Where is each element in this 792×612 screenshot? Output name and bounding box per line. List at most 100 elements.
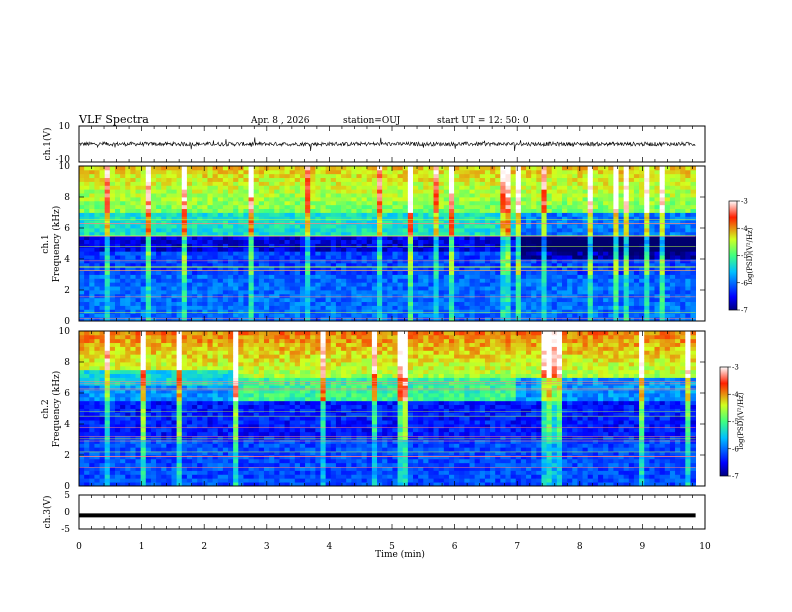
spectrogram-cell — [310, 166, 316, 171]
spectrogram-cell — [366, 200, 373, 206]
spectrogram-cell — [392, 243, 398, 248]
spectrogram-cell — [582, 224, 589, 229]
spectrogram-cell — [443, 293, 450, 299]
spectrogram-cell — [238, 266, 244, 272]
spectrogram-cell — [490, 181, 496, 186]
spectrogram-cell — [356, 251, 363, 256]
spectrogram-cell — [618, 166, 625, 171]
spectrogram-cell — [197, 266, 203, 272]
spectrogram-cell — [572, 169, 578, 175]
spectrogram-cell — [248, 185, 255, 190]
spectrogram-cell — [669, 274, 676, 279]
spectrogram-cell — [423, 266, 429, 272]
spectrogram-cell — [253, 181, 260, 186]
spectrogram-cell — [84, 212, 90, 217]
spectrogram-cell — [654, 305, 661, 310]
spectrogram-cell — [269, 224, 275, 229]
spectrogram-cell — [423, 270, 429, 275]
spectrogram-cell — [505, 247, 512, 252]
spectrogram-cell — [659, 181, 666, 186]
spectrogram-cell — [99, 204, 106, 210]
spectrogram-cell — [233, 189, 239, 194]
spectrogram-cell — [243, 255, 249, 260]
spectrogram-cell — [680, 255, 686, 260]
spectrogram-cell — [89, 313, 95, 318]
spectrogram-cell — [592, 286, 599, 291]
spectrogram-cell — [330, 228, 337, 233]
spectrogram-cell — [125, 286, 131, 291]
spectrogram-cell — [243, 204, 249, 210]
spectrogram-cell — [690, 239, 697, 244]
spectrogram-cell — [366, 235, 373, 241]
spectrogram-cell — [664, 297, 671, 303]
spectrogram-cell — [582, 208, 589, 213]
spectrogram-cell — [325, 212, 332, 217]
spectrogram-cell — [140, 169, 147, 175]
spectrogram-cell — [649, 193, 655, 198]
spectrogram-cell — [690, 278, 697, 283]
spectrogram-cell — [572, 193, 578, 198]
spectrogram-cell — [202, 193, 208, 198]
spectrogram-cell — [592, 204, 599, 210]
spectrogram-cell — [402, 282, 409, 287]
spectrogram-cell — [125, 282, 131, 287]
spectrogram-cell — [269, 255, 275, 260]
spectrogram-cell — [438, 208, 445, 213]
spectrogram-cell — [443, 290, 450, 295]
spectrogram-cell — [192, 197, 198, 202]
spectrogram-cell — [474, 204, 481, 210]
spectrogram-cell — [469, 204, 476, 210]
spectrogram-cell — [202, 185, 208, 190]
spectrogram-cell — [371, 173, 378, 179]
spectrogram-cell — [294, 208, 301, 213]
spectrogram-cell — [623, 197, 630, 202]
spectrogram-cell — [484, 208, 491, 213]
spectrogram-cell — [479, 231, 486, 237]
spectrogram-cell — [325, 185, 332, 190]
spectrogram-cell — [294, 185, 301, 190]
spectrogram-cell — [644, 228, 650, 233]
spectrogram-cell — [551, 224, 558, 229]
spectrogram-cell — [299, 274, 306, 279]
spectrogram-cell — [428, 181, 434, 186]
spectrogram-cell — [330, 193, 337, 198]
spectrogram-cell — [603, 247, 609, 252]
spectrogram-cell — [418, 255, 424, 260]
spectrogram-cell — [567, 181, 573, 186]
spectrogram-cell — [382, 262, 388, 268]
spectrogram-cell — [597, 293, 604, 299]
spectrogram-cell — [356, 200, 363, 206]
spectrogram-cell — [294, 228, 301, 233]
spectrogram-cell — [207, 309, 213, 314]
spectrogram-cell — [89, 282, 95, 287]
spectrogram-cell — [448, 243, 455, 248]
spectrogram-cell — [382, 189, 388, 194]
spectrogram-cell — [294, 305, 301, 310]
spectrogram-cell — [546, 266, 553, 272]
spectrogram-cell — [526, 301, 532, 306]
spectrogram-cell — [84, 224, 90, 229]
spectrogram-cell — [423, 262, 429, 268]
spectrogram-cell — [664, 282, 671, 287]
spectrogram-cell — [84, 262, 90, 268]
spectrogram-cell — [562, 235, 568, 241]
spectrogram-cell — [294, 169, 301, 175]
spectrogram-cell — [423, 208, 429, 213]
spectrogram-cell — [567, 293, 573, 299]
spectrogram-cell — [402, 266, 409, 272]
spectrogram-cell — [433, 216, 440, 221]
spectrogram-cell — [335, 228, 342, 233]
spectrogram-cell — [335, 309, 342, 314]
spectrogram-cell — [649, 293, 655, 299]
spectrogram-cell — [520, 282, 527, 287]
spectrogram-cell — [150, 293, 157, 299]
spectrogram-cell — [243, 231, 249, 237]
spectrogram-cell — [623, 166, 630, 171]
spectrogram-cell — [551, 259, 558, 264]
spectrogram-cell — [263, 197, 270, 202]
spectrogram-cell — [84, 274, 90, 279]
spectrogram-cell — [166, 239, 172, 244]
spectrogram-cell — [577, 247, 583, 252]
spectrogram-cell — [253, 278, 260, 283]
spectrogram-cell — [582, 251, 589, 256]
